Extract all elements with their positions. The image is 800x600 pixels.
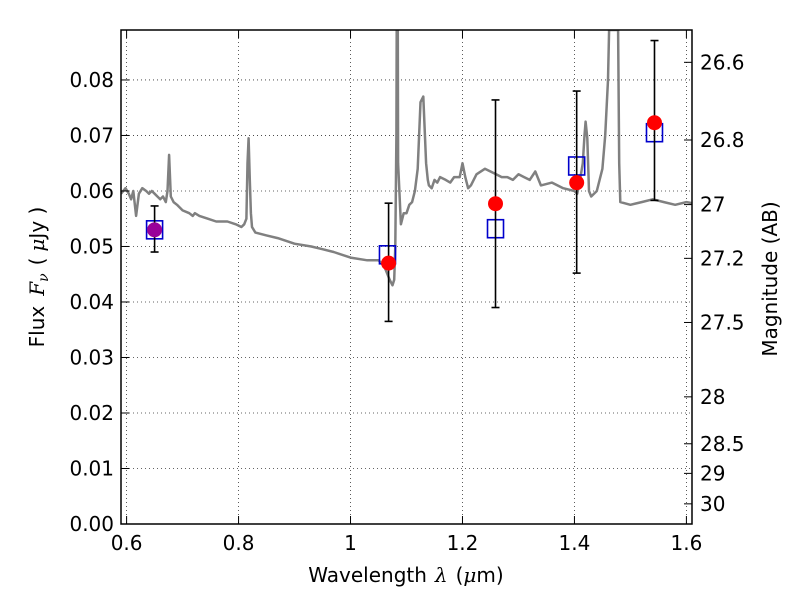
spectrum-line	[121, 30, 692, 287]
y-tick-label: 0.05	[69, 234, 114, 258]
x-axis-label: Wavelength λ (μm)	[308, 563, 503, 587]
observed-point	[147, 222, 163, 238]
y-tick-label: 0.01	[69, 456, 114, 480]
ticks: 0.6 0.8 1 1.2 1.4 1.6 0.00 0.01 0.02 0.03 0.04 0.05…	[69, 30, 745, 555]
y-tick-label: 0.02	[69, 401, 114, 425]
photometry-series	[145, 39, 664, 323]
x-tick-label: 1.2	[447, 531, 479, 555]
mag-tick-label: 27	[700, 193, 725, 217]
x-tick-label: 1.4	[559, 531, 591, 555]
observed-point	[646, 115, 662, 131]
x-tick-label: 0.6	[111, 531, 143, 555]
y-tick-label: 0.06	[69, 179, 114, 203]
right-axis-label: Magnitude (AB)	[758, 201, 782, 356]
mag-tick-label: 27.2	[700, 246, 745, 270]
y-tick-label: 0.04	[69, 290, 114, 314]
mag-tick-label: 27.5	[700, 310, 745, 334]
mag-tick-label: 26.8	[700, 128, 745, 152]
mag-tick-label: 30	[700, 492, 725, 516]
y-tick-label: 0.03	[69, 345, 114, 369]
observed-point	[488, 196, 504, 212]
mag-tick-label: 28.5	[700, 432, 745, 456]
x-tick-label: 1.6	[670, 531, 702, 555]
observed-point	[569, 175, 585, 191]
mag-tick-label: 28	[700, 385, 725, 409]
y-tick-label: 0.08	[69, 68, 114, 92]
x-tick-label: 1	[344, 531, 357, 555]
mag-tick-label: 26.6	[700, 50, 745, 74]
observed-point	[381, 255, 397, 271]
spectrum-series	[121, 30, 692, 287]
mag-tick-label: 29	[700, 461, 725, 485]
x-tick-label: 0.8	[223, 531, 255, 555]
y-tick-label: 0.07	[69, 123, 114, 147]
y-axis-label: FluxFν(μJy )	[25, 207, 52, 348]
y-tick-label: 0.00	[69, 512, 114, 536]
plot-frame	[120, 29, 693, 525]
